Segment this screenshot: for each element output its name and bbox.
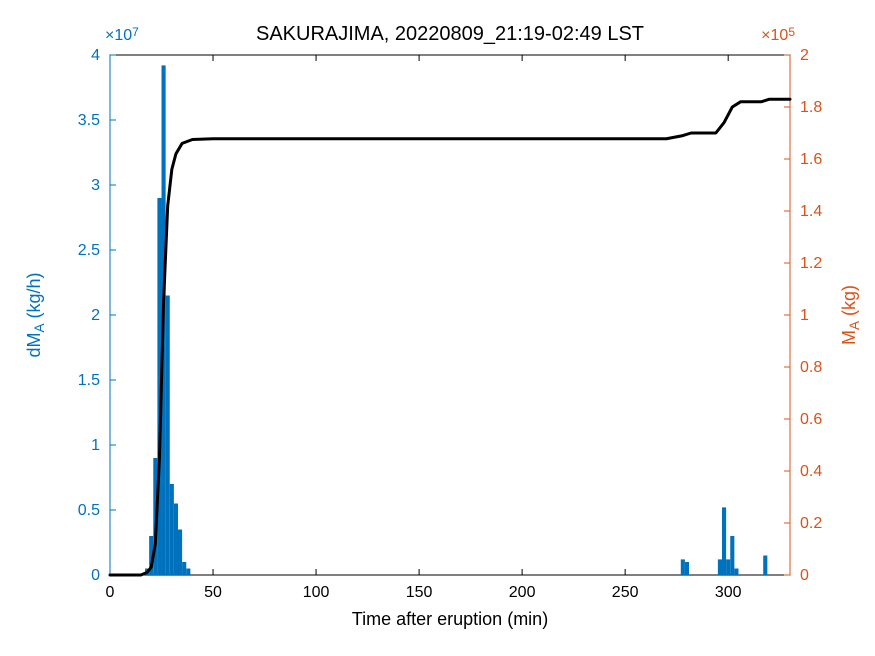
y-left-tick-label: 1.5 [78,372,100,389]
y-left-tick-label: 2 [91,307,100,324]
bars-group [145,65,767,575]
bar [166,296,170,576]
y-right-tick-label: 0.6 [800,411,822,428]
y-left-tick-label: 0.5 [78,502,100,519]
y-left-tick-label: 1 [91,437,100,454]
y-right-tick-label: 1.4 [800,203,822,220]
bar [734,569,738,576]
y-right-tick-label: 0 [800,567,809,584]
bar [681,559,685,575]
bar [726,559,730,575]
y-left-tick-label: 2.5 [78,242,100,259]
x-tick-label: 100 [303,584,330,601]
y-right-tick-label: 0.8 [800,359,822,376]
bar [718,559,722,575]
x-tick-label: 50 [204,584,222,601]
y-left-exponent: ×107 [105,25,139,44]
x-tick-label: 0 [106,584,115,601]
bar [730,536,734,575]
y-right-axis-label: MA (kg) [839,285,862,345]
chart-title: SAKURAJIMA, 20220809_21:19-02:49 LST [256,23,644,45]
bar [722,507,726,575]
y-left-tick-label: 3.5 [78,112,100,129]
bar [763,556,767,576]
y-left-tick-label: 4 [91,47,100,64]
dual-axis-chart: 0 50 100 150 200 250 300 0 0.5 1 1.5 2 2.5 3 3.5 4 0 0.2 0… [0,0,875,656]
y-left-tick-label: 3 [91,177,100,194]
y-right-tick-label: 1.8 [800,99,822,116]
bar [174,504,178,576]
bar [685,562,689,575]
bar [186,569,190,576]
y-right-exponent: ×105 [761,25,795,44]
x-tick-label: 250 [612,584,639,601]
x-tick-label: 150 [406,584,433,601]
x-tick-label: 300 [715,584,742,601]
y-right-tick-label: 1 [800,307,809,324]
x-tick-label: 200 [509,584,536,601]
y-right-tick-label: 0.4 [800,463,822,480]
bar [178,530,182,576]
bar [170,484,174,575]
y-right-tick-label: 1.6 [800,151,822,168]
y-right-tick-label: 0.2 [800,515,822,532]
cumulative-line [110,99,790,575]
x-axis-label: Time after eruption (min) [352,609,548,629]
y-left-axis-label: dMA (kg/h) [24,272,47,357]
bar [182,562,186,575]
y-right-tick-label: 2 [800,47,809,64]
y-left-tick-label: 0 [91,567,100,584]
y-right-tick-label: 1.2 [800,255,822,272]
